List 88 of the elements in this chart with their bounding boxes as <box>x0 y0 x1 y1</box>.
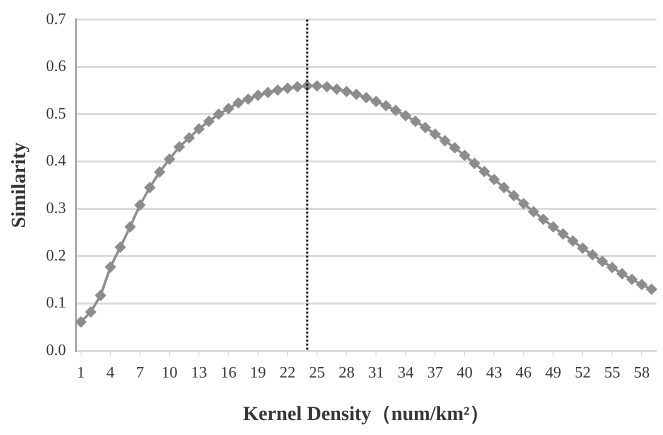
x-tick-label: 43 <box>486 364 502 382</box>
point <box>498 182 510 193</box>
x-tick-label: 28 <box>338 364 355 382</box>
point <box>144 182 156 193</box>
point <box>528 206 539 217</box>
point <box>282 82 293 94</box>
point <box>312 80 322 92</box>
point <box>646 284 657 295</box>
point <box>538 214 549 225</box>
x-tick-label: 52 <box>574 364 591 382</box>
point <box>558 228 568 240</box>
x-tick-label: 25 <box>309 364 326 382</box>
x-tick-label: 31 <box>368 364 384 382</box>
x-tick-label: 16 <box>220 364 237 382</box>
point <box>361 92 372 103</box>
point <box>616 268 628 279</box>
point <box>450 142 460 154</box>
y-tick-label: 0.5 <box>46 105 66 122</box>
point <box>194 124 204 134</box>
point <box>577 242 588 254</box>
point <box>548 222 558 232</box>
point <box>331 84 342 94</box>
point <box>568 236 578 246</box>
x-tick-label: 1 <box>76 364 85 382</box>
y-tick-label: 0.4 <box>46 152 66 170</box>
x-tick-label: 40 <box>456 364 473 382</box>
x-tick-label: 19 <box>250 364 266 382</box>
y-tick-label: 0.2 <box>46 247 66 264</box>
y-axis-title: Similarity <box>8 142 30 228</box>
point <box>351 89 362 100</box>
point <box>95 290 106 301</box>
x-axis-title: Kernel Density（num/km²） <box>242 403 490 426</box>
x-tick-label: 7 <box>136 364 144 382</box>
point <box>587 250 598 260</box>
y-tick-label: 0.1 <box>46 294 66 312</box>
point <box>420 122 431 133</box>
x-tick-label: 58 <box>634 364 650 382</box>
point <box>597 256 608 267</box>
point <box>341 86 352 97</box>
point <box>223 103 234 114</box>
y-tick-label: 0.3 <box>46 200 66 218</box>
point <box>213 108 224 120</box>
point <box>390 105 402 116</box>
point <box>124 222 136 232</box>
point <box>272 84 283 96</box>
x-tick-label: 4 <box>106 364 114 382</box>
point <box>430 128 440 140</box>
point <box>626 274 638 285</box>
point <box>242 94 254 104</box>
point <box>164 154 175 164</box>
x-tick-label: 34 <box>398 364 414 382</box>
point <box>400 110 411 121</box>
point <box>233 98 244 108</box>
point <box>184 132 194 144</box>
point <box>134 200 146 210</box>
x-tick-label: 55 <box>604 364 620 382</box>
x-tick-label: 13 <box>190 364 207 382</box>
point <box>440 135 450 146</box>
point <box>115 242 126 252</box>
point <box>154 166 165 178</box>
point <box>488 174 500 185</box>
x-tick-label: 22 <box>280 364 296 382</box>
point <box>606 262 618 273</box>
point <box>86 306 96 318</box>
point <box>370 96 382 107</box>
point <box>508 190 520 201</box>
point <box>469 158 480 169</box>
point <box>380 100 392 111</box>
point <box>105 262 116 272</box>
point <box>76 316 86 328</box>
point <box>410 116 421 127</box>
point <box>174 142 185 152</box>
point <box>636 279 647 290</box>
point <box>479 166 490 177</box>
point <box>322 82 332 92</box>
point <box>204 116 214 127</box>
x-tick-label: 10 <box>161 364 178 382</box>
point <box>292 82 303 92</box>
point <box>252 90 264 101</box>
y-tick-label: 0.7 <box>46 10 66 28</box>
x-tick-label: 46 <box>516 364 532 382</box>
point <box>262 87 274 98</box>
x-tick-label: 37 <box>427 364 444 382</box>
x-tick-label: 49 <box>545 364 562 382</box>
point <box>459 150 470 161</box>
y-tick-label: 0.0 <box>46 342 66 360</box>
point <box>518 198 529 209</box>
y-tick-label: 0.6 <box>46 58 66 76</box>
